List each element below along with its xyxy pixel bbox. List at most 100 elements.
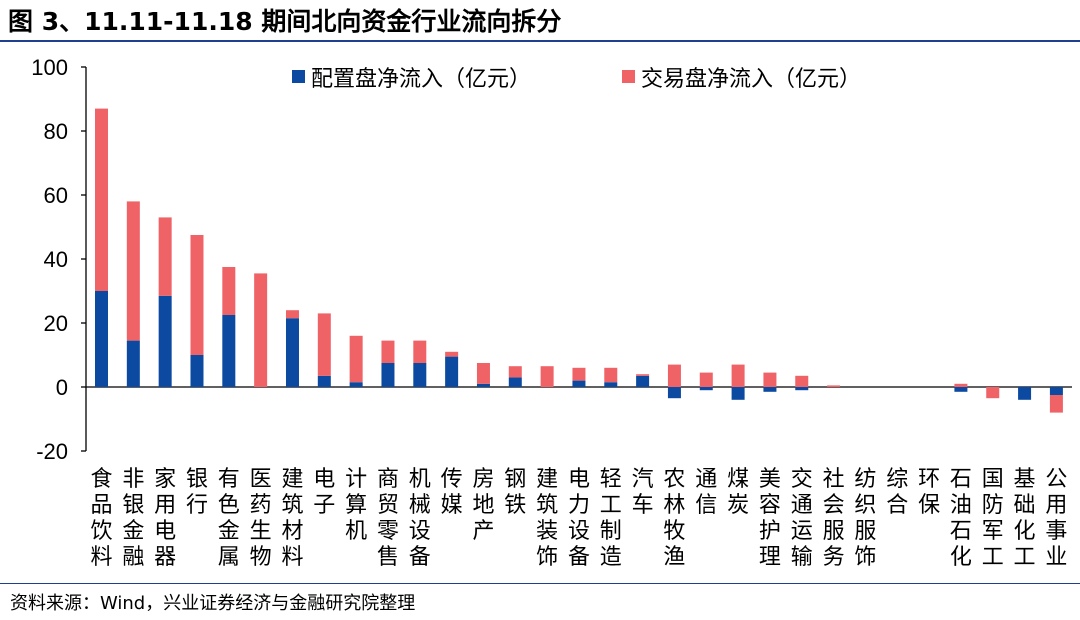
category-label: 基础化工 bbox=[1014, 467, 1036, 570]
bar-alloc-4 bbox=[190, 355, 204, 387]
category-label: 商贸零售 bbox=[377, 467, 399, 570]
category-label: 煤炭 bbox=[727, 467, 749, 518]
bar-alloc-23 bbox=[795, 387, 809, 391]
bar-alloc-19 bbox=[667, 387, 681, 399]
category-labels: 食品饮料非银金融家用电器银行有色金属医药生物建筑材料电子计算机商贸零售机械设备传… bbox=[90, 467, 1067, 570]
bar-trade-12 bbox=[445, 351, 459, 357]
bar-trade-28 bbox=[954, 383, 968, 387]
bar-alloc-22 bbox=[763, 387, 777, 392]
bar-alloc-8 bbox=[317, 375, 331, 387]
category-label: 社会服务 bbox=[823, 467, 845, 570]
category-label: 汽车 bbox=[632, 467, 654, 518]
bar-trade-23 bbox=[795, 375, 809, 387]
category-label: 通信 bbox=[695, 467, 717, 518]
y-tick-label: 40 bbox=[44, 247, 68, 272]
category-label: 食品饮料 bbox=[90, 467, 112, 570]
bar-trade-24 bbox=[827, 385, 841, 387]
bar-alloc-17 bbox=[604, 382, 618, 387]
category-label: 银行 bbox=[186, 467, 208, 518]
bar-trade-4 bbox=[190, 235, 204, 355]
chart-bars bbox=[95, 108, 1063, 413]
figure-title: 图 3、11.11-11.18 期间北向资金行业流向拆分 bbox=[8, 7, 562, 36]
source-note: 资料来源：Wind，兴业证券经济与金融研究院整理 bbox=[10, 593, 416, 614]
bar-trade-17 bbox=[604, 367, 618, 383]
bar-alloc-20 bbox=[699, 387, 713, 391]
category-label: 电力设备 bbox=[568, 467, 590, 570]
chart-legend: 配置盘净流入（亿元） 交易盘净流入（亿元） bbox=[292, 67, 861, 92]
bar-alloc-2 bbox=[126, 340, 140, 387]
category-label: 公用事业 bbox=[1045, 467, 1067, 570]
chart-axes: -20 0 20 40 60 80 100 bbox=[31, 55, 1072, 464]
bar-trade-6 bbox=[254, 273, 268, 387]
bar-alloc-12 bbox=[445, 356, 459, 387]
category-label: 综合 bbox=[886, 467, 908, 518]
bar-alloc-9 bbox=[349, 382, 363, 387]
bar-alloc-18 bbox=[636, 375, 650, 387]
y-tick-label: 60 bbox=[44, 183, 68, 208]
bar-trade-5 bbox=[222, 267, 236, 315]
bar-trade-8 bbox=[317, 313, 331, 376]
category-label: 非银金融 bbox=[122, 467, 144, 570]
category-label: 国防军工 bbox=[982, 467, 1004, 570]
category-label: 电子 bbox=[313, 467, 335, 518]
bar-alloc-10 bbox=[381, 363, 395, 387]
category-label: 建筑材料 bbox=[281, 467, 303, 570]
y-tick-label: 100 bbox=[31, 55, 68, 80]
category-label: 计算机 bbox=[345, 467, 367, 544]
category-label: 传媒 bbox=[441, 467, 463, 518]
bar-alloc-16 bbox=[572, 380, 586, 387]
category-label: 钢铁 bbox=[504, 467, 526, 518]
bar-trade-15 bbox=[540, 366, 554, 387]
bar-alloc-5 bbox=[222, 315, 236, 387]
bar-trade-1 bbox=[95, 108, 108, 291]
category-label: 农林牧渔 bbox=[663, 467, 685, 570]
legend-swatch-alloc bbox=[292, 70, 305, 83]
bar-alloc-13 bbox=[476, 383, 490, 387]
category-label: 房地产 bbox=[472, 467, 494, 544]
bar-trade-2 bbox=[126, 201, 140, 341]
category-label: 美容护理 bbox=[759, 467, 781, 570]
category-label: 石油石化 bbox=[950, 467, 972, 570]
legend-label-trade: 交易盘净流入（亿元） bbox=[641, 67, 861, 92]
bar-trade-18 bbox=[636, 374, 650, 376]
bar-alloc-11 bbox=[413, 363, 427, 387]
category-label: 纺织服饰 bbox=[854, 467, 876, 570]
category-label: 交通运输 bbox=[791, 467, 813, 570]
category-label: 医药生物 bbox=[250, 467, 272, 570]
footer-rule bbox=[0, 583, 1080, 584]
bar-trade-3 bbox=[158, 217, 172, 296]
bar-trade-10 bbox=[381, 340, 395, 363]
bar-alloc-14 bbox=[508, 377, 522, 387]
title-rule bbox=[0, 40, 1080, 42]
category-label: 机械设备 bbox=[409, 467, 431, 570]
bar-alloc-3 bbox=[158, 295, 172, 387]
bar-trade-31 bbox=[1049, 395, 1063, 413]
bar-trade-29 bbox=[986, 387, 1000, 399]
bar-trade-16 bbox=[572, 367, 586, 381]
bar-trade-11 bbox=[413, 340, 427, 363]
bar-trade-14 bbox=[508, 366, 522, 378]
y-tick-label: 80 bbox=[44, 119, 68, 144]
category-label: 环保 bbox=[918, 467, 940, 518]
y-tick-label: 0 bbox=[56, 375, 68, 400]
category-label: 家用电器 bbox=[154, 467, 176, 570]
y-tick-label: 20 bbox=[44, 311, 68, 336]
bar-alloc-28 bbox=[954, 387, 968, 392]
category-label: 有色金属 bbox=[218, 467, 240, 570]
bar-alloc-31 bbox=[1049, 387, 1063, 395]
bar-trade-19 bbox=[667, 364, 681, 387]
legend-swatch-trade bbox=[622, 70, 635, 83]
bar-trade-9 bbox=[349, 335, 363, 383]
y-tick-label: -20 bbox=[36, 439, 68, 464]
bar-alloc-7 bbox=[285, 318, 299, 387]
category-label: 建筑装饰 bbox=[536, 467, 558, 570]
bar-trade-13 bbox=[476, 363, 490, 384]
bar-alloc-30 bbox=[1018, 387, 1032, 400]
bar-trade-21 bbox=[731, 364, 745, 387]
category-label: 轻工制造 bbox=[600, 467, 622, 570]
bar-alloc-1 bbox=[95, 291, 108, 387]
bar-trade-7 bbox=[285, 310, 299, 319]
legend-label-alloc: 配置盘净流入（亿元） bbox=[311, 67, 531, 92]
bar-alloc-21 bbox=[731, 387, 745, 400]
